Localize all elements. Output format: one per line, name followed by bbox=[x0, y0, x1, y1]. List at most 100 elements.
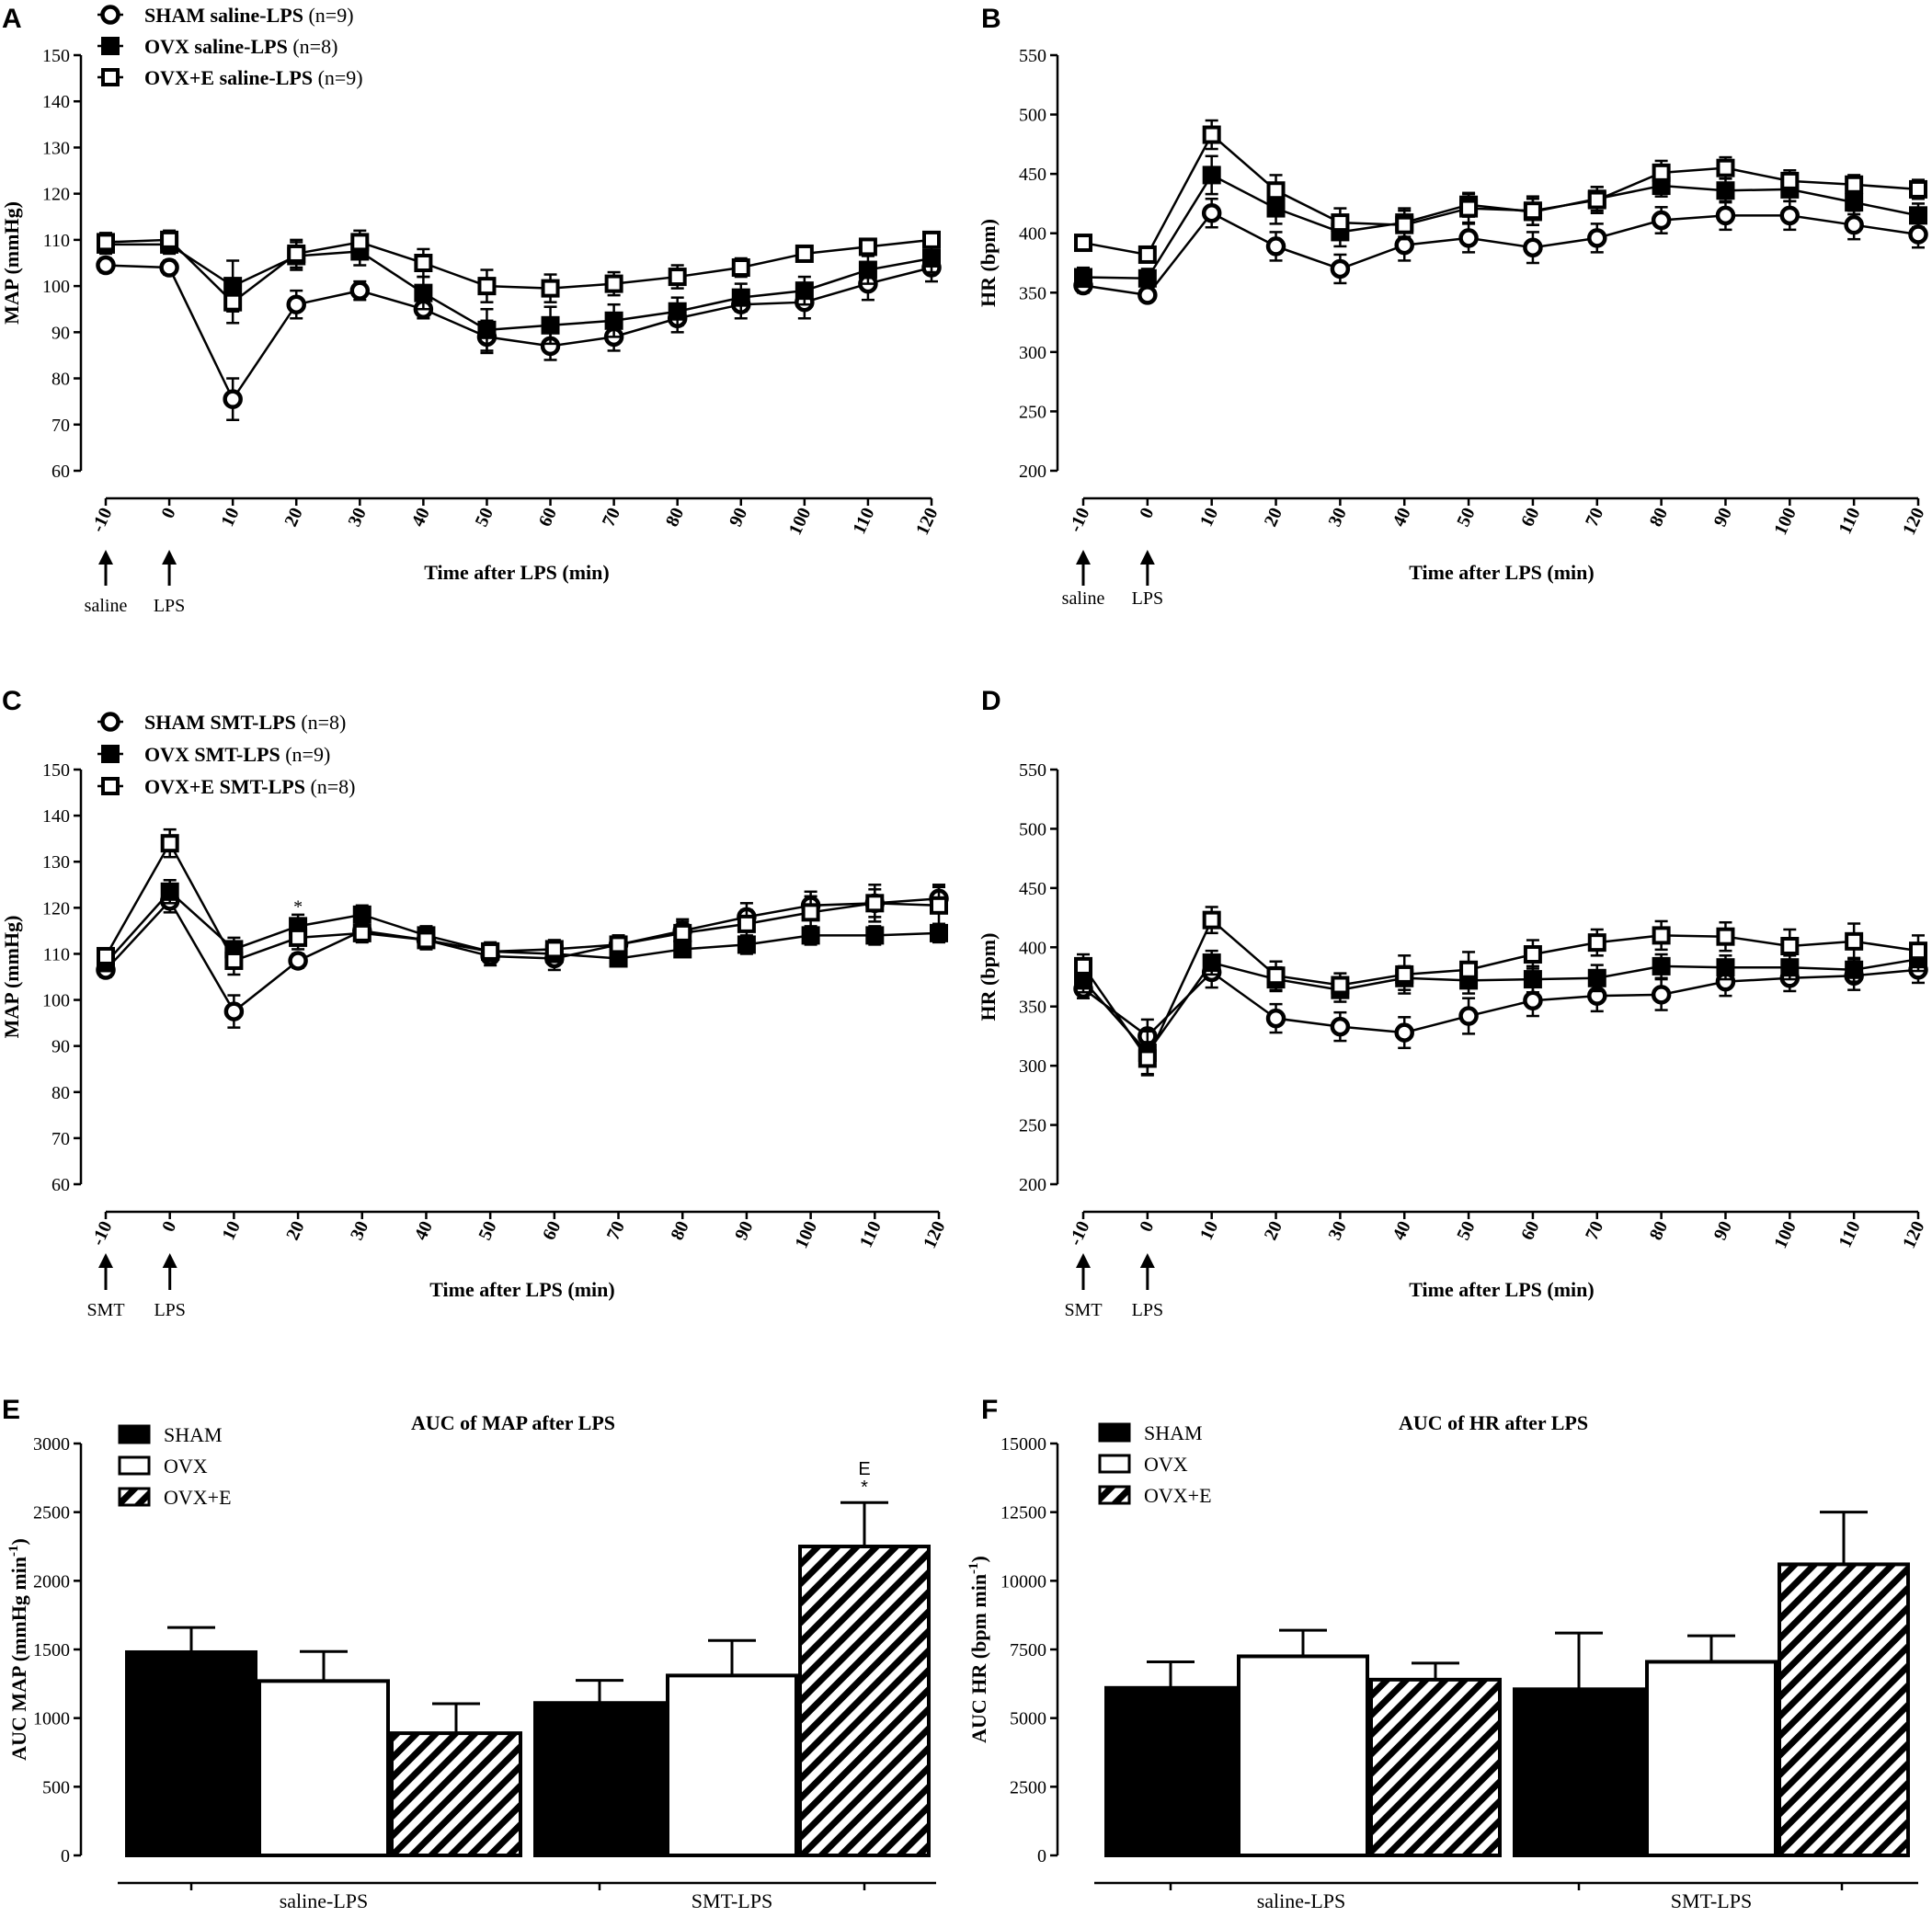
data-point bbox=[1652, 163, 1671, 182]
panel-letter-F: F bbox=[981, 1395, 998, 1425]
x-tick-label: 20 bbox=[1261, 505, 1286, 530]
x-tick-label: -10 bbox=[1065, 1218, 1093, 1249]
data-point bbox=[97, 233, 115, 252]
data-point bbox=[1074, 956, 1092, 976]
data-point bbox=[160, 230, 179, 249]
x-tick-label: 0 bbox=[1136, 505, 1158, 521]
bar-ovx-saline-lps bbox=[1237, 1654, 1369, 1858]
legend-entry: OVX+E bbox=[118, 1486, 232, 1509]
data-point bbox=[544, 940, 564, 959]
panel-letter-E: E bbox=[2, 1395, 20, 1425]
data-point bbox=[1458, 1006, 1479, 1026]
x-tick-label: 30 bbox=[1325, 505, 1351, 530]
data-point bbox=[160, 834, 179, 853]
data-point bbox=[604, 274, 623, 293]
y-tick-label: 300 bbox=[1019, 343, 1046, 363]
data-point bbox=[287, 244, 306, 263]
y-axis-title: AUC HR (bpm min-1) bbox=[966, 1556, 990, 1743]
y-tick-label: 12500 bbox=[1000, 1503, 1046, 1523]
data-point bbox=[731, 258, 750, 278]
data-point bbox=[737, 914, 756, 933]
legend-entry: SHAM bbox=[118, 1423, 223, 1446]
data-point bbox=[1202, 910, 1221, 930]
legend-entry: OVX+E SMT-LPS (n=8) bbox=[97, 775, 356, 798]
x-tick-label: 10 bbox=[217, 505, 243, 530]
x-tick-label: 10 bbox=[219, 1218, 245, 1243]
data-point bbox=[1137, 285, 1158, 305]
data-point bbox=[731, 288, 750, 307]
y-tick-label: 60 bbox=[51, 1175, 70, 1195]
arrow-label: saline bbox=[1062, 588, 1105, 609]
x-tick-label: 80 bbox=[662, 505, 688, 530]
data-point bbox=[417, 930, 436, 950]
legend-entry: OVX bbox=[118, 1455, 208, 1478]
x-tick-label: 60 bbox=[1517, 1218, 1543, 1243]
data-point bbox=[668, 302, 687, 321]
panel-letter-C: C bbox=[2, 686, 22, 716]
x-tick-label: 80 bbox=[667, 1218, 692, 1243]
arrow-label: LPS bbox=[154, 596, 185, 616]
y-tick-label: 80 bbox=[51, 1083, 70, 1103]
y-tick-label: 500 bbox=[42, 1777, 70, 1797]
data-point bbox=[1715, 205, 1736, 226]
y-tick-label: 1500 bbox=[33, 1640, 70, 1660]
x-tick-label: 50 bbox=[1453, 505, 1479, 530]
series-circle bbox=[1073, 198, 1928, 305]
arrow-up-icon bbox=[1139, 550, 1155, 565]
data-point bbox=[97, 946, 115, 965]
data-point bbox=[541, 315, 560, 335]
y-tick-label: 140 bbox=[42, 92, 70, 112]
y-tick-label: 120 bbox=[42, 185, 70, 205]
category-label: SMT-LPS bbox=[692, 1889, 772, 1912]
x-tick-label: 0 bbox=[157, 505, 179, 521]
panel-letter-B: B bbox=[981, 4, 1001, 34]
x-tick-label: 90 bbox=[726, 505, 751, 530]
legend-entry: OVX bbox=[1098, 1453, 1188, 1476]
y-tick-label: 250 bbox=[1019, 402, 1046, 422]
series-line bbox=[1081, 918, 1919, 1061]
legend-label: OVX bbox=[1144, 1453, 1188, 1476]
data-point bbox=[609, 935, 628, 954]
data-point bbox=[1652, 956, 1671, 976]
data-point bbox=[352, 905, 372, 924]
legend-marker bbox=[101, 745, 120, 763]
legend-marker bbox=[101, 777, 120, 795]
y-tick-label: 90 bbox=[51, 1037, 70, 1057]
legend-label: OVX+E bbox=[164, 1486, 232, 1509]
data-point bbox=[1716, 927, 1735, 946]
y-tick-label: 110 bbox=[43, 231, 70, 251]
y-tick-label: 300 bbox=[1019, 1056, 1046, 1077]
x-tick-label: 50 bbox=[474, 1218, 500, 1243]
legend-label: SHAM bbox=[164, 1423, 223, 1446]
y-tick-label: 5000 bbox=[1010, 1709, 1046, 1729]
panel-letter-A: A bbox=[2, 4, 22, 34]
arrow-up-icon bbox=[98, 550, 113, 565]
arrow-up-icon bbox=[162, 550, 177, 565]
y-tick-label: 90 bbox=[51, 323, 70, 343]
x-tick-label: -10 bbox=[87, 505, 116, 535]
series-line bbox=[105, 897, 940, 1013]
x-tick-label: 0 bbox=[158, 1218, 180, 1235]
significance-mark: * bbox=[293, 896, 303, 917]
data-point bbox=[223, 389, 243, 409]
arrow-label: LPS bbox=[1132, 1300, 1163, 1320]
data-point bbox=[481, 941, 500, 961]
significance-mark: E bbox=[858, 1459, 870, 1479]
legend-swatch bbox=[1098, 1454, 1131, 1474]
legend-entry: OVX+E saline-LPS (n=9) bbox=[97, 66, 363, 89]
y-tick-label: 110 bbox=[43, 944, 70, 964]
x-tick-label: 10 bbox=[1196, 1218, 1222, 1243]
y-tick-label: 100 bbox=[42, 991, 70, 1011]
arrow-up-icon bbox=[1139, 1253, 1155, 1268]
data-point bbox=[352, 923, 372, 942]
data-point bbox=[1523, 201, 1542, 221]
arrow-label: saline bbox=[85, 596, 128, 616]
panel-F-bar-chart: F AUC of HR after LPS 0 2500 5000 7500 10000 12… bbox=[966, 1395, 1918, 1912]
category-label: SMT-LPS bbox=[1671, 1889, 1752, 1912]
y-tick-label: 200 bbox=[1019, 462, 1046, 482]
data-point bbox=[1652, 926, 1671, 945]
category-label: saline-LPS bbox=[1257, 1889, 1346, 1912]
y-tick-label: 0 bbox=[1037, 1846, 1046, 1866]
y-axis-title: HR (bpm) bbox=[977, 219, 1000, 307]
category-label: saline-LPS bbox=[280, 1889, 369, 1912]
